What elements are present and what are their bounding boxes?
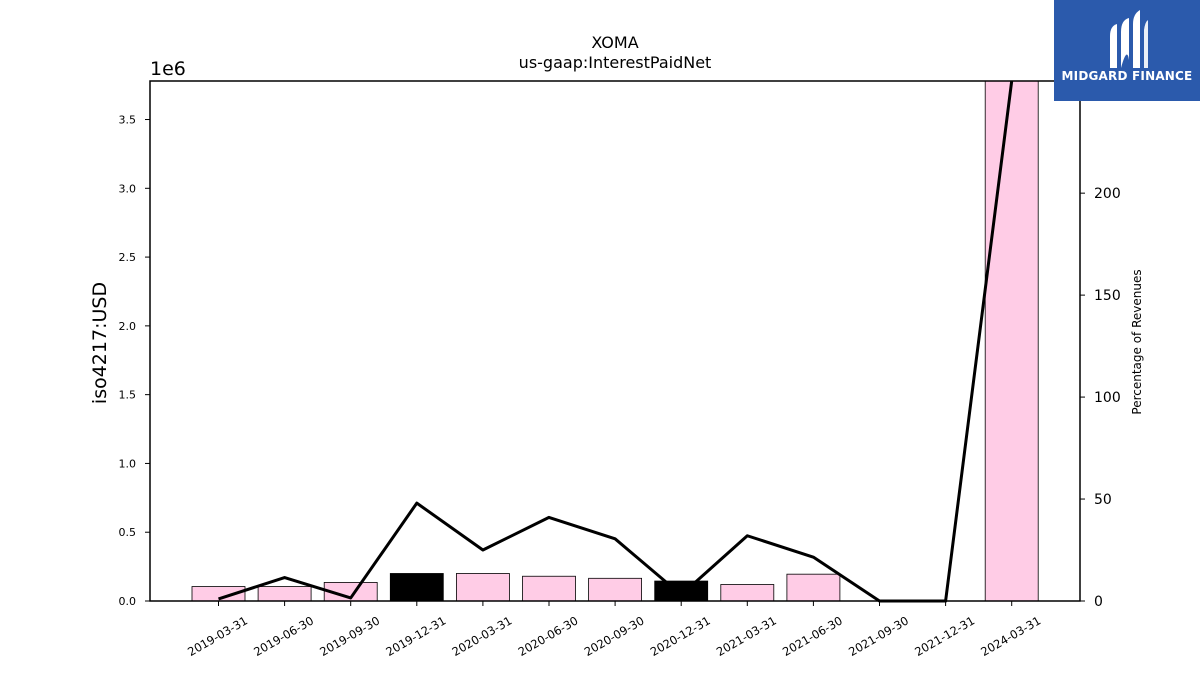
- x-tick-label: 2019-06-30: [251, 613, 316, 659]
- y-tick-label: 2.0: [119, 320, 137, 333]
- y-tick-label: 3.5: [119, 114, 137, 127]
- bar: [522, 575, 576, 602]
- x-tick-label: 2021-09-30: [846, 613, 911, 659]
- y2-tick-label: 200: [1094, 186, 1121, 202]
- bar: [786, 573, 841, 602]
- bar: [257, 586, 312, 602]
- logo-mark-icon: [1110, 10, 1148, 68]
- y2-axis-label: Percentage of Revenues: [1130, 269, 1144, 414]
- x-tick-label: 2021-03-31: [714, 613, 779, 659]
- x-tick-label: 2019-03-31: [185, 613, 250, 659]
- y-tick-label: 3.0: [119, 182, 137, 195]
- bar: [720, 584, 775, 602]
- y-offset-label: 1e6: [150, 58, 186, 80]
- line-series: [218, 80, 1014, 603]
- x-tick-label: 2020-03-31: [450, 613, 515, 659]
- chart-subtitle: us-gaap:InterestPaidNet: [519, 53, 712, 72]
- x-tick-label: 2019-12-31: [383, 613, 448, 659]
- y-axis-label: iso4217:USD: [89, 282, 111, 404]
- brand-logo: MIDGARD FINANCE: [1054, 0, 1200, 101]
- y-tick-label: 0.5: [119, 526, 137, 539]
- line-path: [218, 80, 1014, 603]
- y2-tick-label: 100: [1094, 390, 1121, 406]
- logo-text: MIDGARD FINANCE: [1061, 69, 1193, 83]
- x-tick-label: 2021-06-30: [780, 613, 845, 659]
- y-tick-label: 1.0: [119, 457, 137, 470]
- bar: [588, 577, 642, 602]
- y2-axis-ticks: 0 50 100 150 200: [1080, 186, 1121, 610]
- bar-series: [191, 80, 1039, 602]
- y-tick-label: 0.0: [119, 595, 137, 608]
- x-tick-label: 2024-03-31: [978, 613, 1043, 659]
- plot-frame: [149, 80, 1081, 602]
- y-tick-label: 1.5: [119, 389, 137, 402]
- x-axis-ticks: 2019-03-31 2019-06-30 2019-09-30 2019-12-31…: [185, 601, 1043, 659]
- x-tick-label: 2020-06-30: [516, 613, 581, 659]
- x-tick-label: 2020-09-30: [582, 613, 647, 659]
- y2-tick-label: 150: [1094, 288, 1121, 304]
- bar: [984, 80, 1039, 602]
- x-tick-label: 2021-12-31: [912, 613, 977, 659]
- bar: [455, 573, 510, 602]
- y-axis-ticks: 0.0 0.5 1.0 1.5 2.0 2.5 3.0 3.5: [119, 114, 150, 608]
- y-tick-label: 2.5: [119, 251, 137, 264]
- bar: [389, 573, 444, 602]
- chart-title: XOMA: [591, 33, 638, 52]
- bar: [654, 580, 709, 602]
- x-tick-label: 2020-12-31: [648, 613, 713, 659]
- y2-tick-label: 50: [1094, 492, 1112, 508]
- y2-tick-label: 0: [1094, 594, 1103, 610]
- x-tick-label: 2019-09-30: [317, 613, 382, 659]
